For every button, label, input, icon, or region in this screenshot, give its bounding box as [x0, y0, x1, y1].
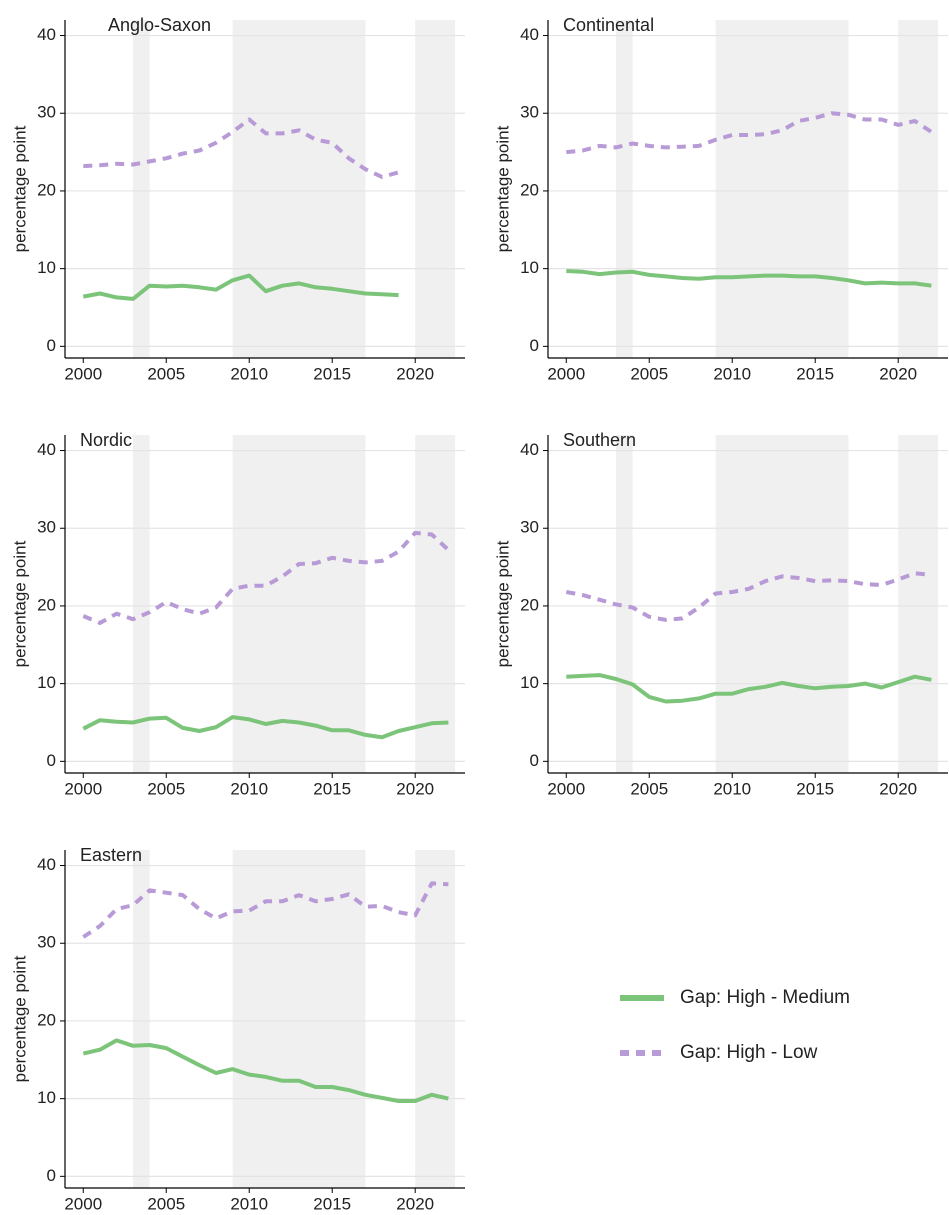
x-tick-label: 2010 [230, 364, 268, 383]
x-tick-label: 2020 [396, 779, 434, 798]
y-axis-label: percentage point [493, 125, 512, 252]
y-tick-label: 20 [520, 595, 539, 614]
x-tick-label: 2015 [313, 364, 351, 383]
y-tick-label: 0 [530, 751, 539, 770]
shaded-period [616, 435, 633, 773]
x-tick-label: 2000 [64, 364, 102, 383]
legend-label: Gap: High - Medium [680, 987, 850, 1008]
x-tick-label: 2005 [147, 1194, 185, 1213]
shaded-period [415, 20, 456, 358]
x-tick-label: 2010 [230, 1194, 268, 1213]
y-tick-label: 20 [37, 595, 56, 614]
y-tick-label: 20 [520, 180, 539, 199]
series-line [566, 269, 932, 288]
y-tick-label: 10 [37, 1088, 56, 1107]
shaded-period [133, 850, 150, 1188]
y-axis-label: percentage point [493, 540, 512, 667]
panel-title: Continental [563, 15, 654, 35]
panel: 0 10 20 30 40 2000 2005 2010 2015 2020 percentage … [493, 15, 948, 383]
shaded-period [133, 20, 150, 358]
y-tick-label: 30 [37, 518, 56, 537]
panel: 0 10 20 30 40 2000 2005 2010 2015 2020 percentage … [10, 430, 465, 798]
x-tick-label: 2005 [147, 779, 185, 798]
x-tick-label: 2000 [547, 779, 585, 798]
shaded-period [232, 850, 366, 1188]
y-axis-label: percentage point [10, 125, 29, 252]
series-line [565, 571, 932, 622]
x-tick-label: 2010 [230, 779, 268, 798]
panel: 0 10 20 30 40 2000 2005 2010 2015 2020 percentage … [10, 845, 465, 1213]
y-tick-label: 0 [530, 336, 539, 355]
x-tick-label: 2020 [396, 364, 434, 383]
x-tick-label: 2000 [547, 364, 585, 383]
series-line [82, 273, 399, 301]
x-tick-label: 2000 [64, 1194, 102, 1213]
shaded-period [898, 435, 939, 773]
panel: 0 10 20 30 40 2000 2005 2010 2015 2020 percentage … [493, 430, 948, 798]
series-line [82, 881, 449, 939]
x-tick-label: 2000 [64, 779, 102, 798]
x-tick-label: 2020 [879, 364, 917, 383]
y-axis-label: percentage point [10, 540, 29, 667]
x-tick-label: 2015 [796, 779, 834, 798]
panel: 0 10 20 30 40 2000 2005 2010 2015 2020 percentage … [10, 15, 465, 383]
shaded-period [715, 435, 849, 773]
series-line [566, 673, 932, 704]
y-axis-label: percentage point [10, 955, 29, 1082]
y-tick-label: 10 [520, 673, 539, 692]
y-tick-label: 0 [47, 1166, 56, 1185]
shaded-period [232, 20, 366, 358]
x-tick-label: 2005 [630, 779, 668, 798]
series-line [82, 715, 449, 740]
shaded-period [415, 850, 456, 1188]
y-tick-label: 20 [37, 1010, 56, 1029]
panel-title: Southern [563, 430, 636, 450]
series-line [566, 111, 933, 155]
y-tick-label: 30 [520, 103, 539, 122]
y-tick-label: 40 [37, 25, 56, 44]
y-tick-label: 40 [37, 440, 56, 459]
y-tick-label: 0 [47, 751, 56, 770]
panel-title: Eastern [80, 845, 142, 865]
y-tick-label: 10 [37, 673, 56, 692]
y-tick-label: 30 [37, 103, 56, 122]
shaded-period [715, 20, 849, 358]
shaded-period [898, 20, 939, 358]
y-tick-label: 40 [37, 855, 56, 874]
x-tick-label: 2020 [879, 779, 917, 798]
x-tick-label: 2015 [313, 779, 351, 798]
y-tick-label: 10 [520, 258, 539, 277]
panel-title: Nordic [80, 430, 132, 450]
shaded-period [616, 20, 633, 358]
y-tick-label: 0 [47, 336, 56, 355]
y-tick-label: 30 [520, 518, 539, 537]
y-tick-label: 30 [37, 933, 56, 952]
legend-label: Gap: High - Low [680, 1042, 818, 1063]
panel-title: Anglo-Saxon [108, 15, 211, 35]
x-tick-label: 2010 [713, 779, 751, 798]
x-tick-label: 2010 [713, 364, 751, 383]
series-line [82, 1038, 449, 1103]
y-tick-label: 20 [37, 180, 56, 199]
x-tick-label: 2005 [147, 364, 185, 383]
series-line [83, 117, 400, 179]
shaded-period [415, 435, 456, 773]
y-tick-label: 40 [520, 25, 539, 44]
series-line [82, 530, 450, 625]
x-tick-label: 2015 [313, 1194, 351, 1213]
x-tick-label: 2005 [630, 364, 668, 383]
x-tick-label: 2015 [796, 364, 834, 383]
y-tick-label: 10 [37, 258, 56, 277]
shaded-period [232, 435, 366, 773]
x-tick-label: 2020 [396, 1194, 434, 1213]
shaded-period [133, 435, 150, 773]
y-tick-label: 40 [520, 440, 539, 459]
